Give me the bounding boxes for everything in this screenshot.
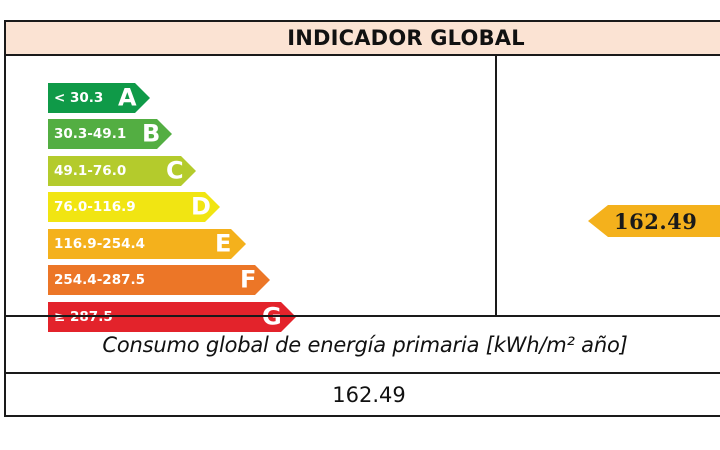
energy-indicator-table: INDICADOR GLOBAL < 30.3 A 30.3-49.1 B 49… bbox=[4, 20, 720, 417]
band-b: 30.3-49.1 B bbox=[48, 119, 172, 149]
band-b-letter: B bbox=[142, 119, 161, 148]
band-c-range: 49.1-76.0 bbox=[54, 163, 127, 179]
header-title: INDICADOR GLOBAL bbox=[287, 26, 525, 50]
band-b-range: 30.3-49.1 bbox=[54, 126, 127, 142]
value-row: 162.49 bbox=[6, 374, 720, 415]
band-a: < 30.3 A bbox=[48, 83, 150, 113]
consumption-value: 162.49 bbox=[332, 382, 406, 407]
band-c: 49.1-76.0 C bbox=[48, 156, 196, 186]
energy-scale-cell: < 30.3 A 30.3-49.1 B 49.1-76.0 C 76.0-11… bbox=[6, 56, 497, 317]
band-a-letter: A bbox=[118, 83, 137, 112]
band-f: 254.4-287.5 F bbox=[48, 265, 270, 295]
band-e-letter: E bbox=[215, 229, 232, 258]
band-d-range: 76.0-116.9 bbox=[54, 199, 136, 215]
row-divider bbox=[6, 372, 720, 374]
table-header: INDICADOR GLOBAL bbox=[6, 22, 720, 56]
consumption-caption: Consumo global de energía primaria [kWh/… bbox=[102, 332, 628, 357]
band-a-range: < 30.3 bbox=[54, 90, 104, 106]
rating-value-cell bbox=[497, 56, 720, 317]
caption-cell: Consumo global de energía primaria [kWh/… bbox=[6, 317, 720, 372]
band-c-letter: C bbox=[166, 156, 184, 185]
band-f-letter: F bbox=[240, 265, 257, 294]
band-f-range: 254.4-287.5 bbox=[54, 272, 146, 288]
band-d-letter: D bbox=[191, 192, 211, 221]
band-e: 116.9-254.4 E bbox=[48, 229, 246, 259]
rating-indicator-value: 162.49 bbox=[614, 208, 698, 234]
rating-indicator-arrow: 162.49 bbox=[588, 205, 720, 237]
band-d: 76.0-116.9 D bbox=[48, 192, 220, 222]
row-divider bbox=[6, 315, 720, 317]
band-g-range: ≥ 287.5 bbox=[54, 309, 113, 325]
band-e-range: 116.9-254.4 bbox=[54, 236, 146, 252]
